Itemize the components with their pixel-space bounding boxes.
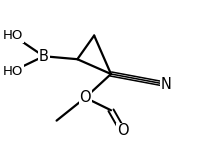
Text: O: O	[117, 123, 129, 139]
Text: N: N	[161, 77, 172, 92]
Text: HO: HO	[3, 65, 23, 78]
Text: B: B	[39, 49, 49, 64]
Text: O: O	[79, 90, 91, 105]
Text: HO: HO	[3, 29, 23, 42]
